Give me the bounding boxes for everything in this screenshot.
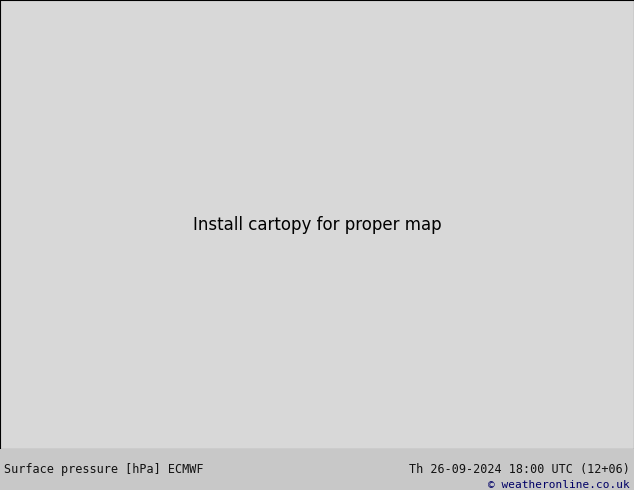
Text: Surface pressure [hPa] ECMWF: Surface pressure [hPa] ECMWF (4, 463, 204, 476)
Text: Th 26-09-2024 18:00 UTC (12+06): Th 26-09-2024 18:00 UTC (12+06) (409, 463, 630, 476)
Text: © weatheronline.co.uk: © weatheronline.co.uk (488, 480, 630, 490)
Text: Install cartopy for proper map: Install cartopy for proper map (193, 216, 441, 234)
